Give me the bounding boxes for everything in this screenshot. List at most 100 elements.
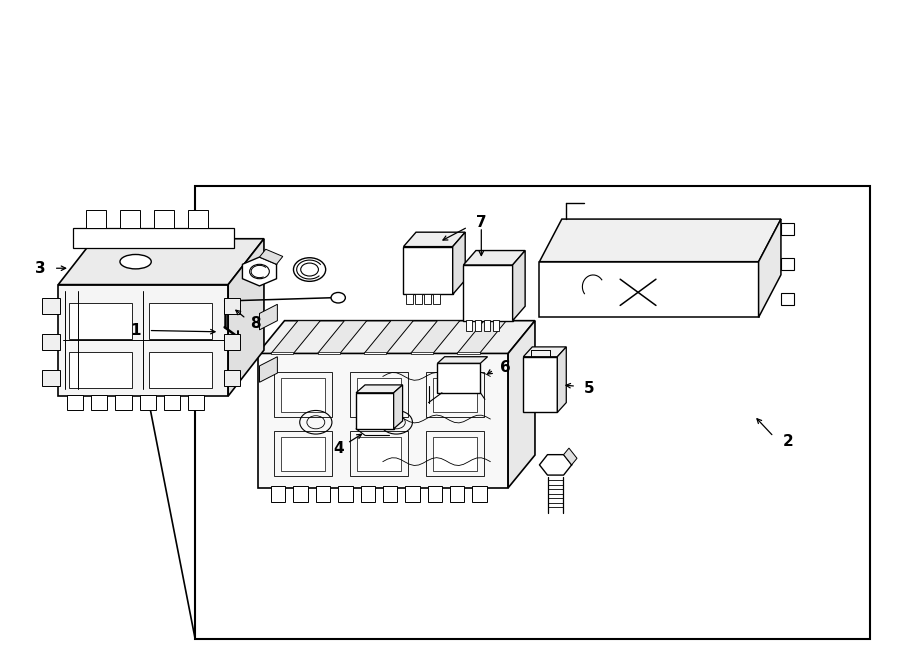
Polygon shape: [271, 321, 320, 354]
Bar: [426, 432, 484, 476]
Polygon shape: [464, 251, 525, 265]
Bar: [472, 486, 487, 502]
Polygon shape: [242, 257, 276, 286]
Bar: [224, 297, 239, 314]
Bar: [86, 210, 105, 228]
Polygon shape: [437, 357, 488, 364]
Bar: [475, 320, 482, 330]
Bar: [316, 486, 330, 502]
Bar: [356, 393, 393, 429]
Bar: [405, 486, 419, 502]
Bar: [224, 369, 239, 386]
Bar: [450, 486, 464, 502]
Bar: [493, 320, 500, 330]
Bar: [271, 486, 285, 502]
Polygon shape: [539, 219, 781, 262]
Bar: [149, 352, 212, 388]
Bar: [364, 352, 386, 354]
Bar: [437, 364, 481, 393]
Polygon shape: [508, 321, 535, 488]
Bar: [357, 437, 400, 471]
Bar: [433, 293, 439, 304]
Polygon shape: [759, 219, 781, 317]
Bar: [403, 247, 453, 294]
Bar: [433, 377, 477, 412]
Bar: [257, 354, 508, 488]
Bar: [523, 357, 557, 412]
Polygon shape: [259, 304, 277, 330]
Bar: [428, 486, 442, 502]
Bar: [58, 285, 229, 396]
Bar: [91, 395, 107, 410]
Text: 8: 8: [249, 317, 260, 331]
Bar: [281, 437, 325, 471]
Polygon shape: [781, 223, 795, 235]
Bar: [281, 377, 325, 412]
Polygon shape: [453, 232, 465, 294]
Bar: [271, 352, 293, 354]
Bar: [406, 293, 412, 304]
Polygon shape: [563, 448, 577, 465]
Bar: [69, 303, 131, 339]
Bar: [466, 320, 472, 330]
Polygon shape: [457, 321, 507, 354]
Polygon shape: [257, 321, 535, 354]
Bar: [350, 372, 408, 417]
Polygon shape: [523, 347, 566, 357]
Text: 3: 3: [35, 260, 46, 276]
Text: 1: 1: [130, 323, 140, 338]
Bar: [224, 334, 239, 350]
Text: 2: 2: [783, 434, 794, 449]
Bar: [73, 228, 233, 248]
Polygon shape: [781, 258, 795, 270]
Bar: [42, 334, 60, 350]
Bar: [361, 486, 375, 502]
Bar: [415, 293, 421, 304]
Polygon shape: [403, 232, 465, 247]
Polygon shape: [229, 239, 264, 396]
Polygon shape: [364, 321, 413, 354]
Bar: [154, 210, 174, 228]
Bar: [382, 486, 397, 502]
Polygon shape: [393, 385, 402, 429]
Bar: [424, 293, 430, 304]
Text: 7: 7: [476, 215, 487, 230]
Polygon shape: [259, 357, 277, 382]
Bar: [195, 186, 870, 639]
Bar: [539, 262, 759, 317]
Polygon shape: [557, 347, 566, 412]
Bar: [115, 395, 131, 410]
Bar: [318, 352, 340, 354]
Bar: [484, 320, 491, 330]
Ellipse shape: [120, 254, 151, 269]
Polygon shape: [356, 385, 402, 393]
Polygon shape: [781, 293, 795, 305]
Bar: [293, 486, 308, 502]
Bar: [120, 210, 140, 228]
Bar: [350, 432, 408, 476]
Bar: [410, 352, 433, 354]
Bar: [164, 395, 180, 410]
Text: 6: 6: [500, 360, 511, 375]
Polygon shape: [318, 321, 367, 354]
Bar: [42, 369, 60, 386]
Bar: [274, 372, 332, 417]
Polygon shape: [539, 455, 572, 475]
Text: 4: 4: [333, 441, 344, 456]
Bar: [69, 352, 131, 388]
Bar: [433, 437, 477, 471]
Bar: [357, 377, 400, 412]
Bar: [464, 265, 513, 321]
Polygon shape: [410, 321, 460, 354]
Text: 5: 5: [583, 381, 594, 396]
Polygon shape: [58, 239, 264, 285]
Bar: [188, 395, 204, 410]
Polygon shape: [259, 249, 283, 264]
Bar: [457, 352, 480, 354]
Bar: [42, 297, 60, 314]
Bar: [188, 210, 208, 228]
Bar: [68, 395, 84, 410]
Bar: [140, 395, 156, 410]
Bar: [338, 486, 353, 502]
Circle shape: [331, 292, 346, 303]
